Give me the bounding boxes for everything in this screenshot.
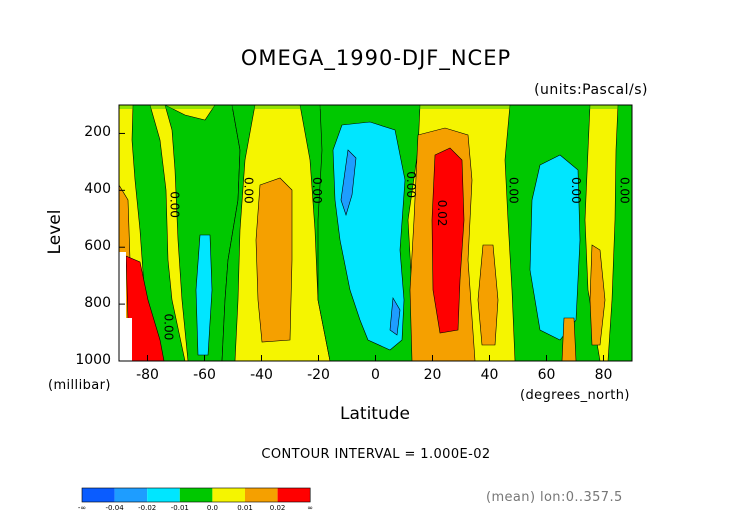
region-green-3 [221,105,256,361]
y-tick-label: 800 [84,295,111,312]
x-tick-label: -80 [136,367,159,383]
region-missing [119,252,132,361]
chart-title: OMEGA_1990-DJF_NCEP [240,46,512,70]
region-blue-center-1 [340,149,357,216]
contour-label: 0.00 [404,171,418,198]
mean-note: (mean) lon:0..357.5 [486,490,623,505]
colorbar-swatch [82,488,115,502]
contour-label: 0.00 [569,177,583,204]
x-tick-label: -60 [193,367,216,383]
y-tick-label: 600 [84,238,111,255]
region-red-tropics [431,147,465,334]
colorbar-tick-label: -0.02 [138,504,157,512]
colorbar-swatch [212,488,245,502]
y-axis-unit: (millibar) [48,378,111,393]
x-tick-label: 60 [537,367,556,383]
colorbar-swatch [114,488,148,502]
colorbar-tick-label: -∞ [77,504,87,512]
colorbar-tick-label: 0.02 [269,504,286,512]
x-axis-label: Latitude [340,404,410,424]
x-tick-label: 80 [594,367,613,383]
region-orange-small-3 [561,317,577,361]
contour-label: 0.00 [167,191,181,218]
contour-label: 0.00 [506,177,520,204]
colorbar-tick-label: -0.01 [170,504,189,512]
contour-label: 0.02 [435,200,449,227]
x-tick-label: 40 [480,367,499,383]
colorbar-tick-label: 0.01 [237,504,253,512]
y-tick-label: 1000 [75,352,111,368]
x-tick-label: -20 [307,367,330,383]
y-tick-marks [119,132,125,362]
colorbar-swatch [277,488,311,502]
contour-interval: CONTOUR INTERVAL = 1.000E-02 [261,447,491,462]
contour-label: 0.00 [241,177,255,204]
region-top-edge [119,105,632,109]
region-cyan-left [195,234,213,356]
colorbar-tick-label: ∞ [307,504,314,512]
colorbar [81,487,311,503]
colorbar-swatch [179,488,213,502]
y-axis-label: Level [45,209,65,255]
contour-label: 0.00 [618,177,632,204]
contour-fill [119,105,632,361]
contour-label: 0.00 [310,177,324,204]
region-orange-small-2 [589,244,606,346]
x-tick-label: -40 [250,367,273,383]
y-tick-label: 400 [84,181,111,198]
colorbar-tick-label: -0.04 [105,504,124,512]
region-orange-midleft [255,177,293,343]
colorbar-tick-label: 0.0 [206,504,218,512]
colorbar-swatch [245,488,278,502]
x-axis-unit: (degrees_north) [520,388,630,403]
region-blue-center-2 [389,297,401,336]
region-orange-small-1 [477,244,499,346]
colorbar-swatch [147,488,180,502]
units-label: (units:Pascal/s) [534,82,648,98]
contour-labels: 0.00 0.00 0.00 0.00 0.02 0.00 0.00 0.00 0.00 [162,171,632,340]
region-green-far-right [607,105,632,361]
colorbar-frame [81,487,311,503]
x-tick-marks [147,355,604,361]
x-tick-label: 0 [371,367,380,383]
contour-label: 0.00 [162,314,176,341]
y-tick-label: 200 [84,124,111,141]
x-tick-label: 20 [423,367,442,383]
